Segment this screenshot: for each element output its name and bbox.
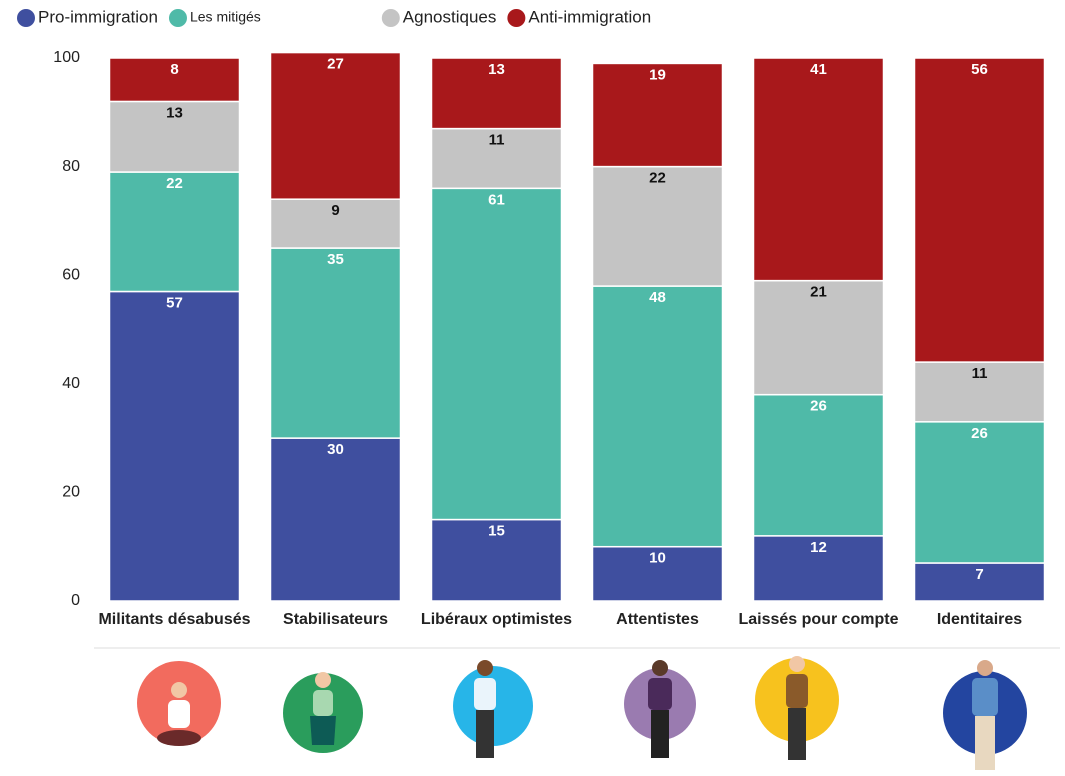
data-label: 7 (975, 566, 983, 583)
bar-segment (591, 285, 724, 548)
data-label: 61 (488, 191, 505, 208)
y-tick-label: 20 (62, 484, 80, 501)
bar-segment (108, 171, 241, 293)
data-label: 11 (972, 365, 988, 382)
y-tick-label: 0 (71, 592, 80, 609)
data-label: 26 (810, 398, 827, 415)
y-tick-label: 40 (62, 375, 80, 392)
data-label: 15 (488, 523, 505, 540)
bar-segment (269, 51, 402, 200)
bar-segment (913, 57, 1046, 363)
data-label: 57 (166, 294, 183, 311)
x-tick-label: Militants désabusés (98, 611, 250, 628)
legend-label: Anti-immigration (528, 7, 651, 26)
bar-segment (269, 437, 402, 602)
bar-segment (108, 57, 241, 103)
bar-segment (591, 62, 724, 168)
legend-label: Pro-immigration (38, 7, 158, 26)
persona (137, 661, 221, 746)
data-label: 19 (649, 66, 666, 83)
x-tick-label: Libéraux optimistes (421, 611, 572, 628)
data-label: 41 (810, 61, 827, 78)
x-tick-label: Attentistes (616, 611, 699, 628)
x-tick-label: Stabilisateurs (283, 611, 388, 628)
bar-segment (752, 57, 885, 282)
legend-marker (168, 9, 187, 27)
y-tick-label: 80 (62, 158, 80, 175)
data-label: 22 (649, 170, 666, 187)
legend-label: Agnostiques (403, 7, 497, 26)
bar-segment (752, 535, 885, 602)
legend-marker (381, 9, 400, 27)
data-label: 21 (810, 284, 827, 301)
persona (624, 660, 696, 758)
x-tick-label: Laissés pour compte (738, 611, 898, 628)
legend-marker (507, 9, 526, 27)
bar-segment (913, 421, 1046, 564)
y-tick-label: 100 (53, 49, 80, 66)
persona (755, 656, 839, 760)
legend-marker (17, 9, 35, 27)
x-tick-label: Identitaires (937, 611, 1022, 628)
bar-segment (430, 57, 563, 130)
bar-segment (591, 165, 724, 287)
illustrations (137, 656, 1027, 770)
bar-segment (269, 247, 402, 439)
data-label: 35 (327, 251, 344, 268)
data-label: 9 (331, 202, 339, 219)
data-label: 22 (166, 175, 183, 192)
data-label: 26 (971, 425, 988, 442)
data-label: 13 (166, 104, 183, 121)
data-label: 48 (649, 289, 666, 306)
bar-segment (752, 279, 885, 396)
bar-segment (108, 100, 241, 173)
persona (283, 672, 363, 753)
bar-segment (430, 187, 563, 521)
y-tick-label: 60 (62, 266, 80, 283)
persona (943, 660, 1027, 770)
bar-segment (913, 562, 1046, 602)
data-label: 12 (810, 539, 827, 556)
bar-segment (108, 290, 241, 602)
data-label: 30 (327, 441, 344, 458)
bar-segment (430, 518, 563, 602)
data-label: 13 (488, 61, 505, 78)
bar-segment (752, 393, 885, 537)
legend-label: Les mitigés (190, 9, 261, 25)
data-label: 56 (971, 61, 988, 78)
data-label: 10 (649, 550, 666, 567)
persona (453, 660, 533, 758)
bar-segment (269, 198, 402, 249)
data-label: 8 (170, 61, 178, 78)
data-label: 27 (327, 56, 344, 73)
data-label: 11 (489, 132, 505, 149)
